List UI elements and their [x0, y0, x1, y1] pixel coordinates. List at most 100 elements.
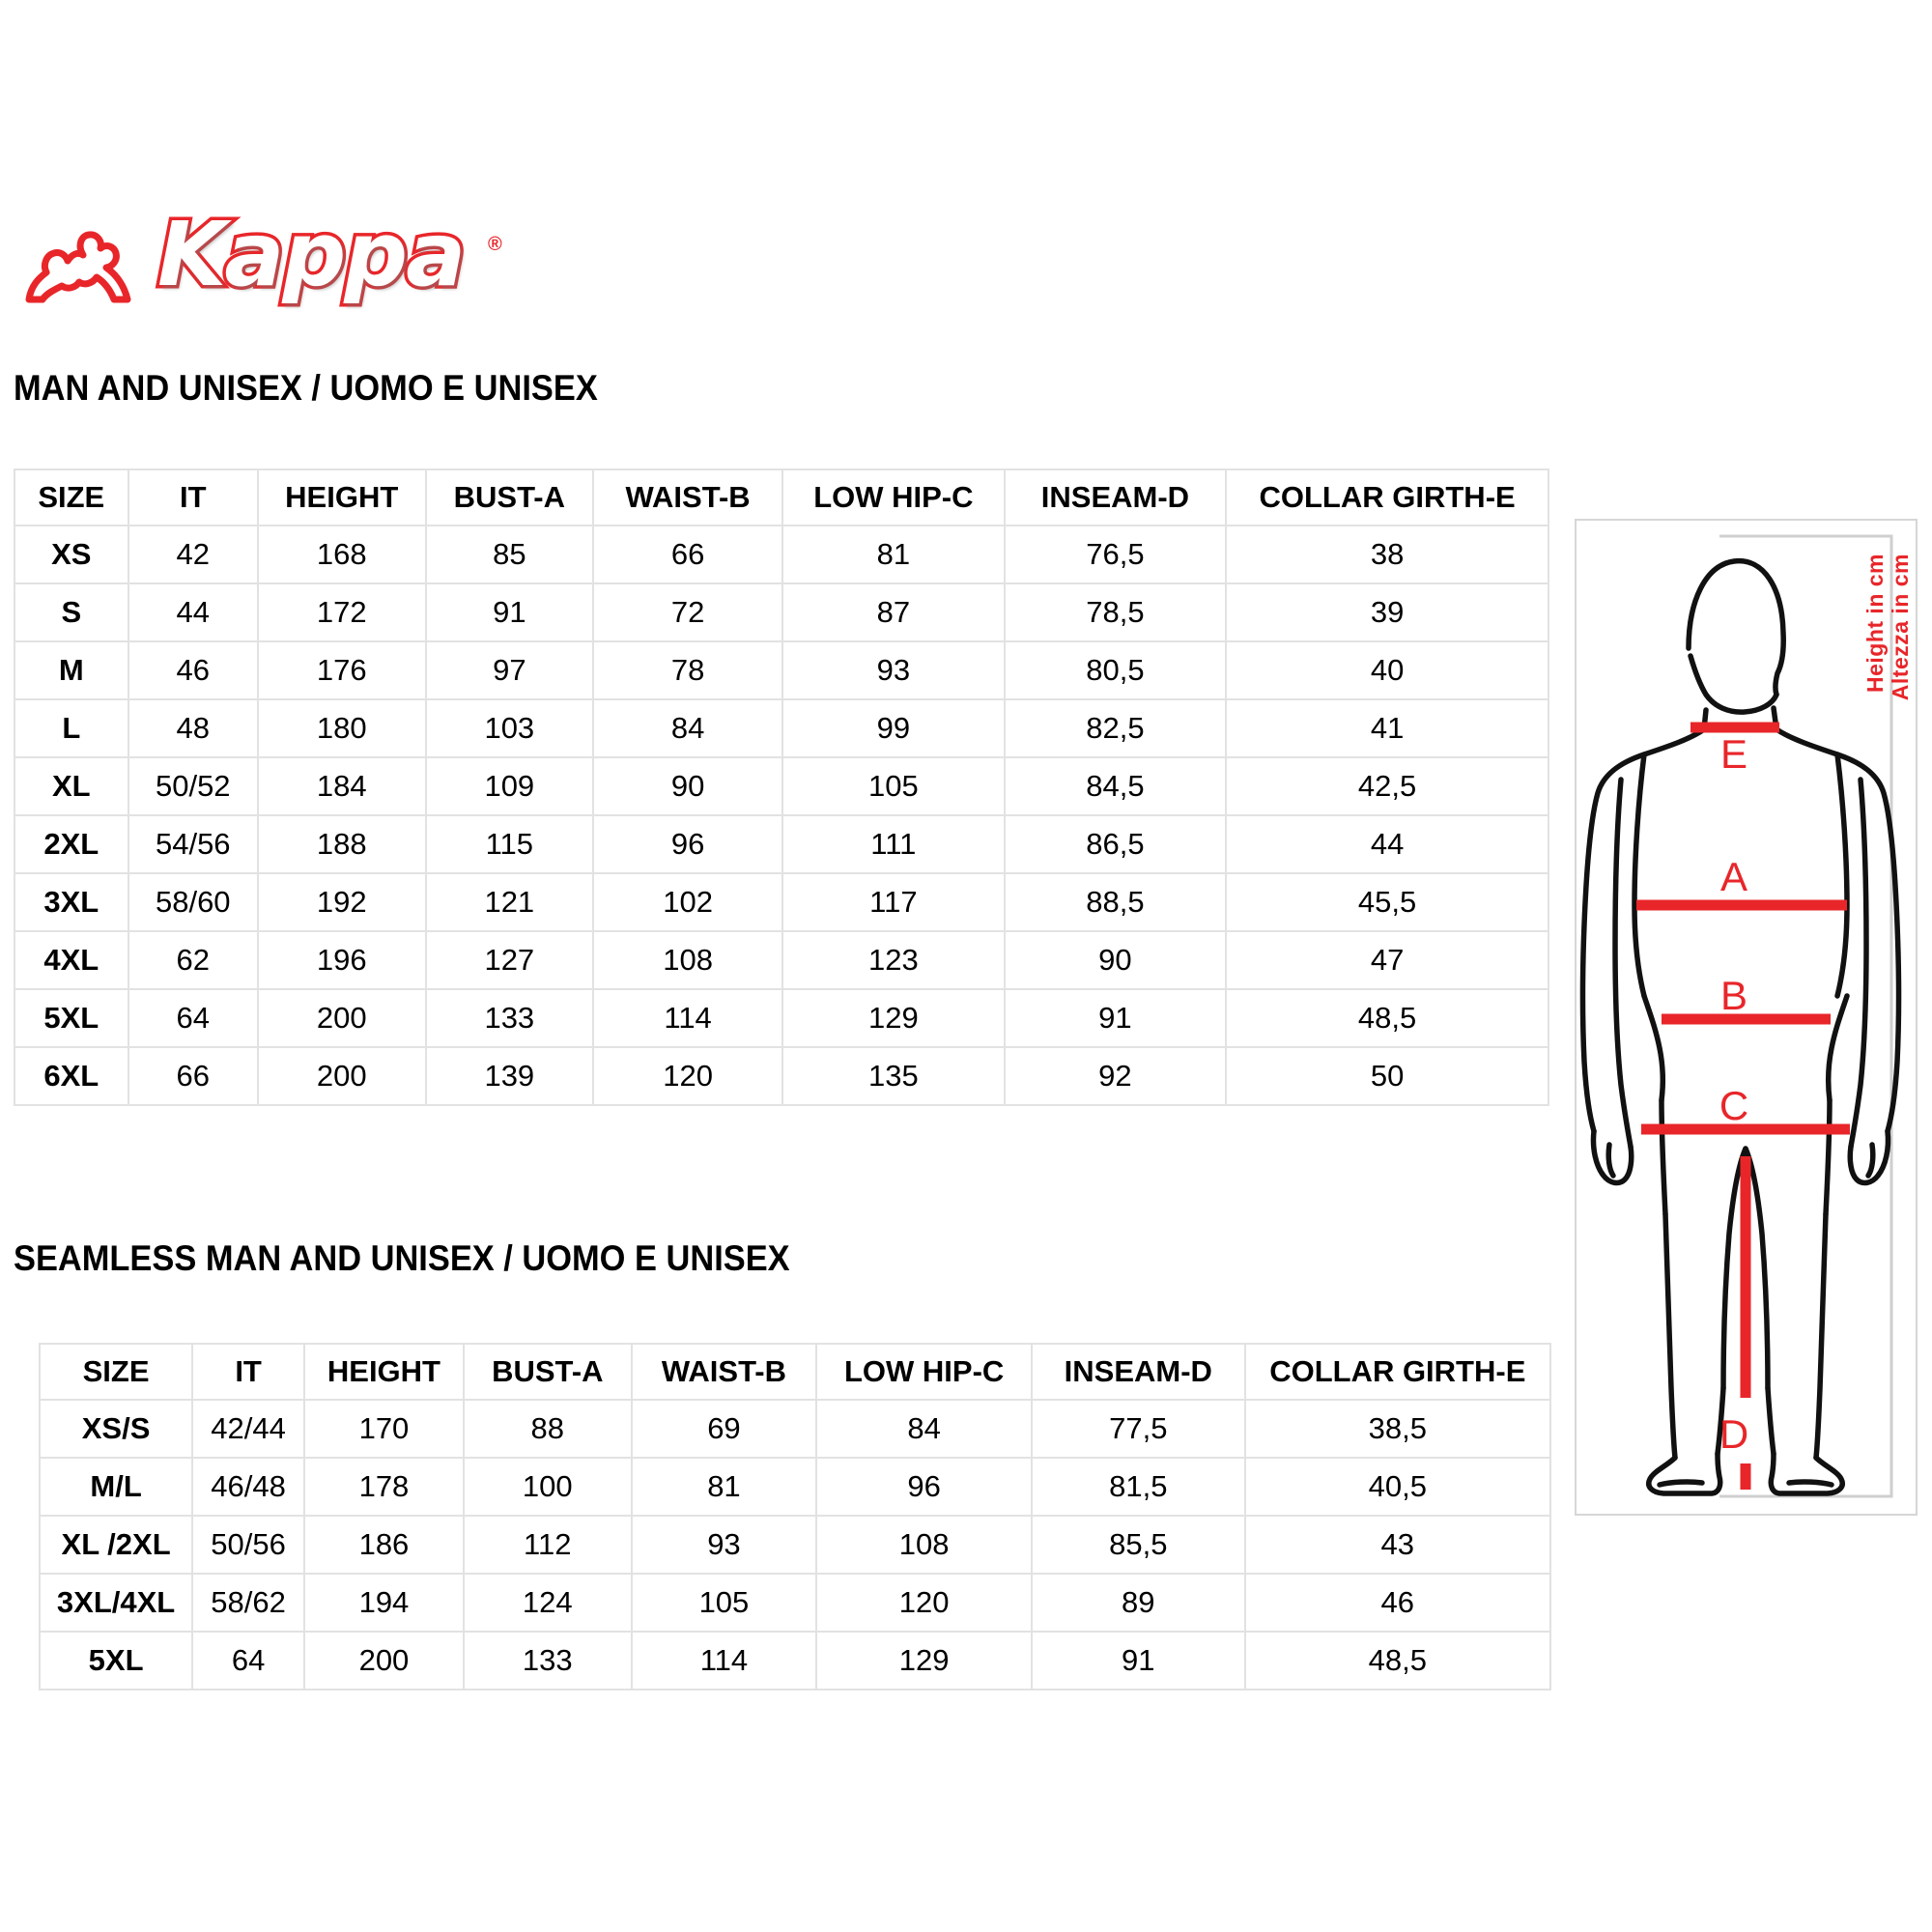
cell-collar-girth: 38,5 [1243, 1399, 1552, 1459]
column-header-height: HEIGHT [256, 469, 427, 526]
cell-height: 180 [256, 698, 427, 758]
cell-height: 170 [303, 1399, 465, 1459]
cell-collar-girth: 46 [1243, 1573, 1552, 1633]
cell-height: 172 [256, 582, 427, 642]
cell-inseam: 80,5 [1003, 640, 1228, 700]
body-measurement-diagram: E A B C D Height in cm Altezza in cm [1575, 519, 1918, 1516]
table-row: XS/S 42/44 170 88 69 84 77,5 38,5 [38, 1399, 1552, 1459]
cell-size: XS [14, 525, 129, 584]
cell-inseam: 91 [1003, 988, 1228, 1048]
cell-height: 168 [256, 525, 427, 584]
cell-waist: 96 [592, 814, 784, 874]
cell-collar-girth: 47 [1225, 930, 1549, 990]
cell-size: M [14, 640, 129, 700]
cell-low-hip: 117 [781, 872, 1006, 932]
cell-inseam: 76,5 [1003, 525, 1228, 584]
column-header-collar-girth: COLLAR GIRTH-E [1225, 469, 1549, 526]
cell-size: XS/S [38, 1399, 194, 1459]
cell-size: XL /2XL [38, 1515, 194, 1575]
table-header-row: SIZE IT HEIGHT BUST-A WAIST-B LOW HIP-C … [38, 1343, 1552, 1401]
cell-it: 66 [127, 1046, 259, 1106]
size-table-man-and-unisex: SIZE IT HEIGHT BUST-A WAIST-B LOW HIP-C … [14, 469, 1549, 1106]
section-title-man-and-unisex: MAN AND UNISEX / UOMO E UNISEX [14, 368, 598, 408]
cell-low-hip: 93 [781, 640, 1006, 700]
column-header-bust: BUST-A [424, 469, 595, 526]
cell-it: 50/52 [127, 756, 259, 816]
cell-waist: 66 [592, 525, 784, 584]
registered-mark-icon: ® [488, 234, 502, 255]
cell-height: 196 [256, 930, 427, 990]
column-header-height: HEIGHT [303, 1343, 465, 1401]
cell-waist: 102 [592, 872, 784, 932]
cell-bust: 139 [424, 1046, 595, 1106]
cell-collar-girth: 41 [1225, 698, 1549, 758]
cell-low-hip: 81 [781, 525, 1006, 584]
cell-size: M/L [38, 1457, 194, 1517]
cell-waist: 108 [592, 930, 784, 990]
cell-waist: 93 [630, 1515, 818, 1575]
cell-bust: 109 [424, 756, 595, 816]
cell-inseam: 92 [1003, 1046, 1228, 1106]
cell-height: 200 [303, 1631, 465, 1690]
cell-bust: 85 [424, 525, 595, 584]
cell-inseam: 84,5 [1003, 756, 1228, 816]
table-row: XL /2XL 50/56 186 112 93 108 85,5 43 [38, 1515, 1552, 1575]
cell-it: 46 [127, 640, 259, 700]
cell-waist: 105 [630, 1573, 818, 1633]
column-header-it: IT [127, 469, 259, 526]
cell-it: 54/56 [127, 814, 259, 874]
body-outline [1579, 558, 1902, 1496]
cell-inseam: 89 [1031, 1573, 1246, 1633]
height-label-english: Height in cm [1862, 554, 1888, 694]
cell-bust: 97 [424, 640, 595, 700]
cell-low-hip: 120 [815, 1573, 1034, 1633]
cell-it: 62 [127, 930, 259, 990]
column-header-waist: WAIST-B [592, 469, 784, 526]
cell-collar-girth: 50 [1225, 1046, 1549, 1106]
cell-it: 58/60 [127, 872, 259, 932]
cell-height: 200 [256, 1046, 427, 1106]
cell-inseam: 81,5 [1031, 1457, 1246, 1517]
cell-waist: 114 [630, 1631, 818, 1690]
cell-bust: 133 [424, 988, 595, 1048]
column-header-size: SIZE [38, 1343, 194, 1401]
cell-low-hip: 123 [781, 930, 1006, 990]
cell-low-hip: 105 [781, 756, 1006, 816]
column-header-waist: WAIST-B [630, 1343, 818, 1401]
cell-low-hip: 99 [781, 698, 1006, 758]
cell-it: 44 [127, 582, 259, 642]
cell-low-hip: 84 [815, 1399, 1034, 1459]
marker-label-A: A [1720, 854, 1747, 899]
cell-it: 42 [127, 525, 259, 584]
column-header-low-hip: LOW HIP-C [781, 469, 1006, 526]
cell-height: 188 [256, 814, 427, 874]
cell-height: 186 [303, 1515, 465, 1575]
column-header-size: SIZE [14, 469, 129, 526]
cell-bust: 100 [462, 1457, 633, 1517]
cell-inseam: 78,5 [1003, 582, 1228, 642]
cell-bust: 121 [424, 872, 595, 932]
cell-waist: 120 [592, 1046, 784, 1106]
cell-bust: 88 [462, 1399, 633, 1459]
cell-collar-girth: 39 [1225, 582, 1549, 642]
cell-size: L [14, 698, 129, 758]
cell-height: 194 [303, 1573, 465, 1633]
cell-inseam: 77,5 [1031, 1399, 1246, 1459]
table-row: 6XL 66 200 139 120 135 92 50 [14, 1046, 1549, 1106]
column-header-inseam: INSEAM-D [1031, 1343, 1246, 1401]
cell-bust: 133 [462, 1631, 633, 1690]
cell-inseam: 82,5 [1003, 698, 1228, 758]
column-header-collar-girth: COLLAR GIRTH-E [1243, 1343, 1552, 1401]
cell-collar-girth: 43 [1243, 1515, 1552, 1575]
table-row: XS 42 168 85 66 81 76,5 38 [14, 525, 1549, 584]
cell-bust: 112 [462, 1515, 633, 1575]
cell-inseam: 88,5 [1003, 872, 1228, 932]
measurement-letters: E A B C D [1719, 731, 1748, 1457]
cell-waist: 72 [592, 582, 784, 642]
cell-waist: 84 [592, 698, 784, 758]
cell-height: 192 [256, 872, 427, 932]
table-row: 4XL 62 196 127 108 123 90 47 [14, 930, 1549, 990]
column-header-bust: BUST-A [462, 1343, 633, 1401]
cell-waist: 78 [592, 640, 784, 700]
cell-height: 184 [256, 756, 427, 816]
